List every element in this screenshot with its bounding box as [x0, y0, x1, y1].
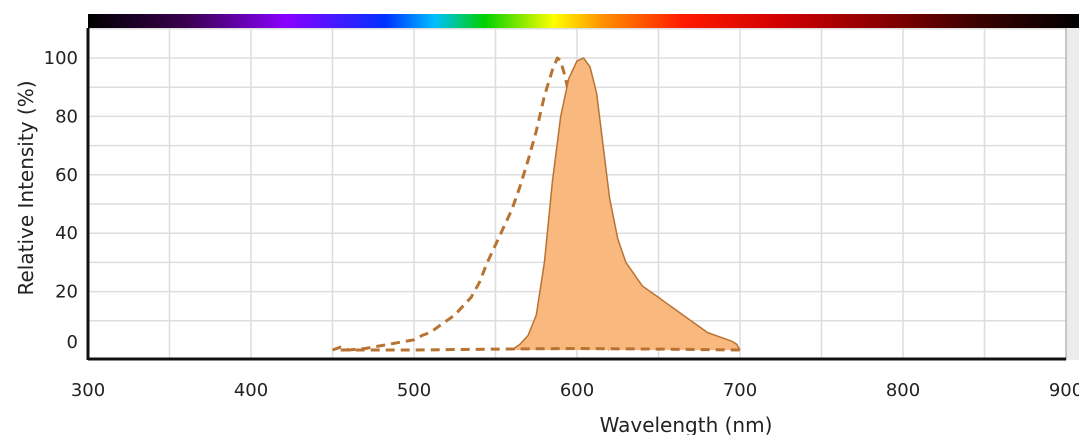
x-tick-label: 700	[723, 380, 757, 401]
series-1-fill	[511, 58, 740, 350]
y-tick-label: 80	[55, 106, 78, 127]
plot-frame-right-strip	[1066, 28, 1079, 360]
y-tick-label: 40	[55, 223, 78, 244]
y-tick-label: 60	[55, 165, 78, 186]
x-tick-label: 400	[234, 380, 268, 401]
x-tick-label: 300	[71, 380, 105, 401]
x-tick-label: 800	[886, 380, 920, 401]
y-tick-label: 20	[55, 282, 78, 303]
x-axis-title: Wavelength (nm)	[600, 413, 773, 435]
series-2-line	[340, 347, 741, 352]
y-axis-title: Relative Intensity (%)	[14, 80, 38, 295]
x-tick-label: 500	[397, 380, 431, 401]
y-tick-labels: 0 20 40 60 80 100	[44, 48, 78, 353]
x-tick-label: 600	[560, 380, 594, 401]
x-tick-labels: 300 400 500 600 700 800 900	[71, 380, 1079, 401]
x-tick-label: 900	[1049, 380, 1079, 401]
y-tick-label: 0	[67, 332, 78, 353]
series-layer	[331, 56, 741, 352]
y-tick-label: 100	[44, 48, 78, 69]
spectrum-color-bar	[88, 14, 1079, 28]
series-1-line	[511, 57, 741, 351]
